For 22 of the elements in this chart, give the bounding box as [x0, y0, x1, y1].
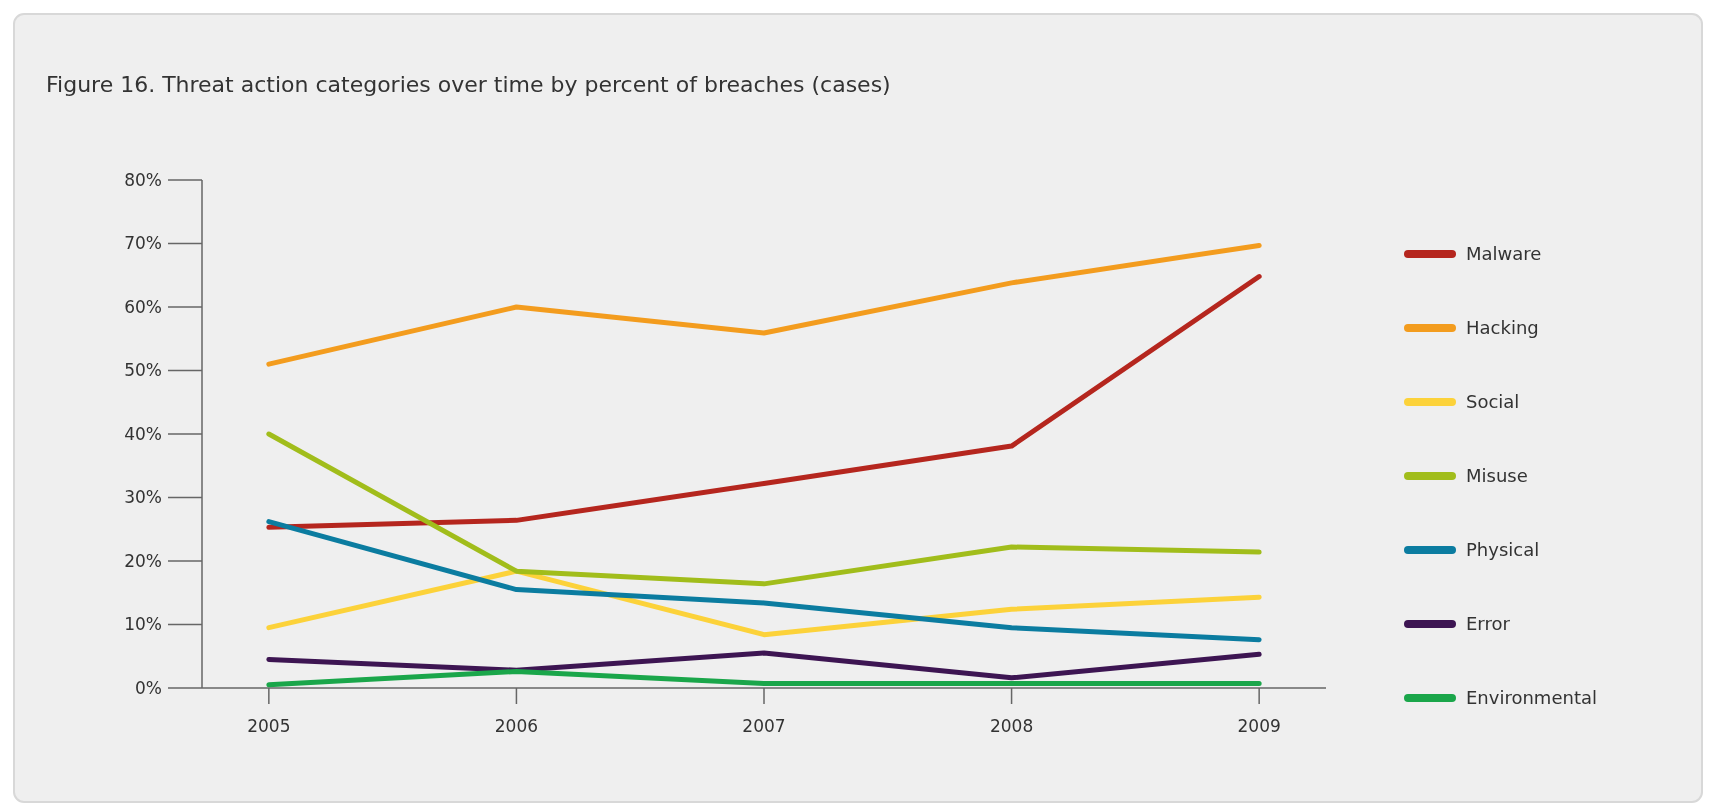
y-tick-label: 0% — [135, 677, 162, 698]
y-tick-label: 70% — [124, 233, 162, 254]
y-tick-label: 50% — [124, 360, 162, 381]
x-tick-label: 2005 — [247, 716, 291, 736]
legend-label: Physical — [1466, 539, 1540, 561]
legend-label: Hacking — [1466, 317, 1539, 339]
legend-label: Misuse — [1466, 465, 1528, 487]
y-tick-label: 10% — [124, 614, 162, 635]
y-tick-label: 80% — [124, 169, 162, 190]
x-tick-label: 2007 — [742, 716, 786, 736]
legend-label: Environmental — [1466, 687, 1597, 709]
legend-label: Malware — [1466, 243, 1542, 265]
x-tick-label: 2008 — [989, 716, 1034, 736]
legend-label: Social — [1466, 391, 1520, 413]
chart-title: Figure 16. Threat action categories over time by percent of breaches (cases) — [46, 72, 891, 97]
y-tick-label: 30% — [124, 487, 162, 508]
x-tick-label: 2009 — [1237, 716, 1281, 736]
y-tick-label: 20% — [124, 550, 162, 571]
legend-label: Error — [1466, 613, 1511, 635]
y-tick-label: 60% — [124, 296, 162, 317]
y-tick-label: 40% — [124, 423, 162, 444]
x-tick-label: 2006 — [494, 716, 539, 736]
